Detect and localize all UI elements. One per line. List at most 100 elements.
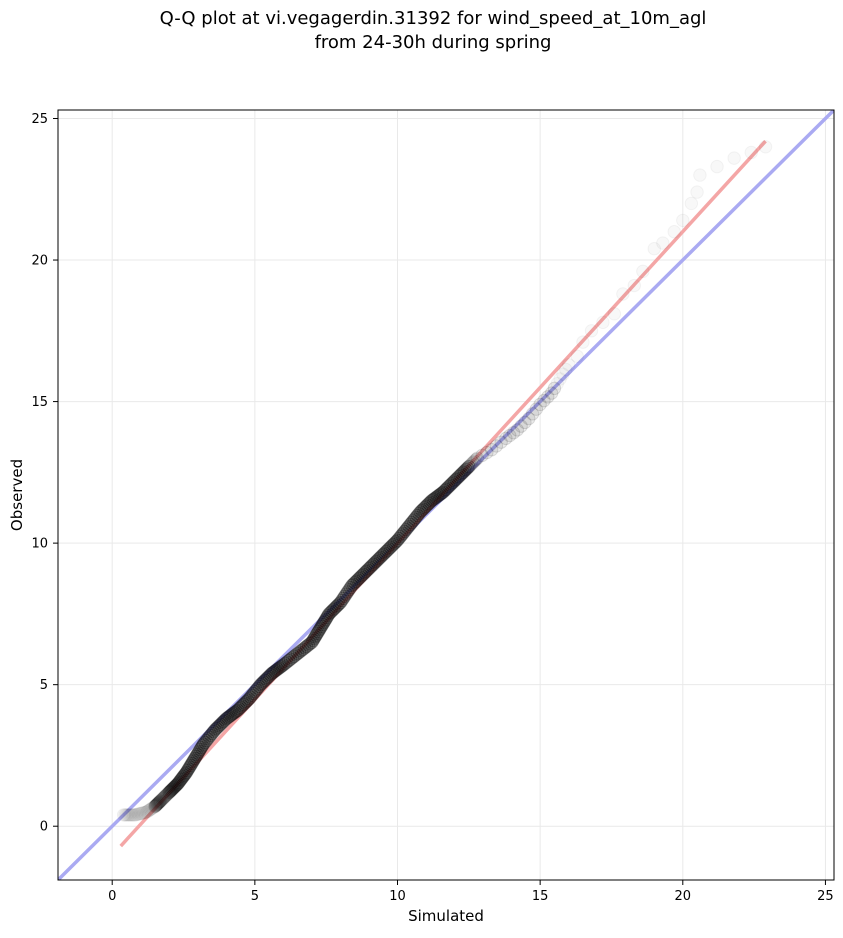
- quantile-point: [310, 626, 324, 641]
- quantile-point: [158, 789, 172, 804]
- quantile-point: [216, 714, 231, 729]
- x-tick-label: 0: [108, 889, 116, 904]
- quantile-point: [154, 794, 168, 808]
- quantile-point: [309, 628, 323, 642]
- quantile-point: [195, 739, 210, 753]
- quantile-point: [256, 675, 271, 689]
- quantile-point: [432, 488, 446, 503]
- quantile-point: [449, 472, 463, 487]
- quantile-point: [180, 763, 195, 778]
- quantile-point: [758, 140, 773, 154]
- quantile-point: [348, 576, 362, 590]
- quantile-point: [272, 661, 286, 675]
- quantile-point: [307, 631, 321, 646]
- quantile-point: [333, 595, 348, 610]
- quantile-point: [744, 145, 758, 160]
- quantile-point: [283, 652, 298, 666]
- quantile-point: [160, 787, 174, 802]
- quantile-point: [242, 692, 256, 706]
- quantile-point: [676, 213, 690, 228]
- quantile-point: [166, 781, 181, 795]
- quantile-point: [278, 656, 292, 671]
- quantile-point: [118, 808, 132, 822]
- quantile-point: [320, 610, 334, 625]
- quantile-point: [439, 482, 453, 497]
- quantile-point: [400, 521, 415, 535]
- quantile-point: [296, 642, 310, 656]
- quantile-point: [336, 591, 350, 606]
- quantile-point: [290, 646, 305, 661]
- quantile-point: [369, 554, 383, 569]
- quantile-point: [537, 393, 551, 408]
- quantile-point: [525, 407, 540, 421]
- quantile-point: [377, 546, 392, 560]
- quantile-point: [667, 225, 681, 239]
- quantile-point: [292, 645, 307, 659]
- quantile-point: [409, 510, 423, 524]
- quantile-point: [149, 798, 164, 812]
- quantile-point: [544, 386, 559, 400]
- quantile-point: [140, 804, 155, 819]
- quantile-point: [489, 439, 504, 453]
- quantile-point: [229, 704, 244, 718]
- quantile-point: [656, 236, 670, 250]
- quantile-point: [533, 397, 547, 412]
- quantile-point: [550, 376, 564, 391]
- quantile-point: [280, 655, 294, 669]
- quantile-point: [203, 728, 218, 742]
- quantile-point: [177, 768, 191, 782]
- quantile-point: [134, 806, 148, 821]
- quantile-point: [514, 419, 528, 433]
- quantile-point: [306, 633, 320, 648]
- quantile-point: [429, 490, 443, 505]
- quantile-point: [308, 630, 322, 644]
- quantile-point: [155, 792, 169, 807]
- quantile-point: [243, 690, 258, 704]
- quantile-point: [164, 783, 179, 797]
- quantile-point: [287, 649, 301, 664]
- quantile-point: [442, 479, 456, 494]
- quantile-point: [151, 796, 165, 811]
- quantile-point: [393, 530, 408, 544]
- quantile-point: [313, 621, 328, 635]
- quantile-point: [436, 485, 450, 499]
- quantile-point: [464, 457, 479, 471]
- quantile-point: [238, 696, 252, 710]
- quantile-point: [202, 730, 216, 744]
- quantile-point: [316, 616, 331, 630]
- quantile-point: [510, 423, 525, 437]
- quantile-point: [276, 658, 291, 672]
- quantile-point: [236, 697, 251, 712]
- quantile-point: [294, 643, 308, 658]
- quantile-point: [211, 720, 225, 734]
- quantile-point: [372, 551, 386, 566]
- x-tick-label: 5: [251, 889, 259, 904]
- quantile-point: [172, 775, 186, 790]
- quantile-point: [318, 614, 332, 628]
- quantile-point: [315, 617, 330, 632]
- quantile-point: [522, 411, 536, 426]
- quantile-point: [427, 491, 442, 506]
- quantile-point: [494, 435, 508, 449]
- quantile-point: [727, 151, 741, 165]
- quantile-point: [208, 723, 222, 737]
- quantile-point: [273, 660, 288, 674]
- quantile-point: [181, 762, 196, 776]
- quantile-point: [282, 653, 296, 668]
- quantile-point: [121, 808, 135, 822]
- quantile-point: [268, 664, 282, 678]
- quantile-point: [396, 526, 410, 540]
- quantile-point: [452, 469, 466, 484]
- quantile-point: [529, 402, 544, 416]
- quantile-point: [390, 533, 405, 547]
- quantile-point: [356, 567, 370, 581]
- quantile-point: [151, 796, 166, 810]
- quantile-point: [467, 454, 482, 468]
- quantile-point: [397, 524, 412, 539]
- x-tick-label: 20: [675, 889, 692, 904]
- quantile-point: [248, 685, 262, 699]
- quantile-point: [561, 358, 576, 372]
- quantile-point: [420, 498, 435, 512]
- quantile-point: [219, 711, 234, 726]
- quantile-point: [352, 571, 366, 586]
